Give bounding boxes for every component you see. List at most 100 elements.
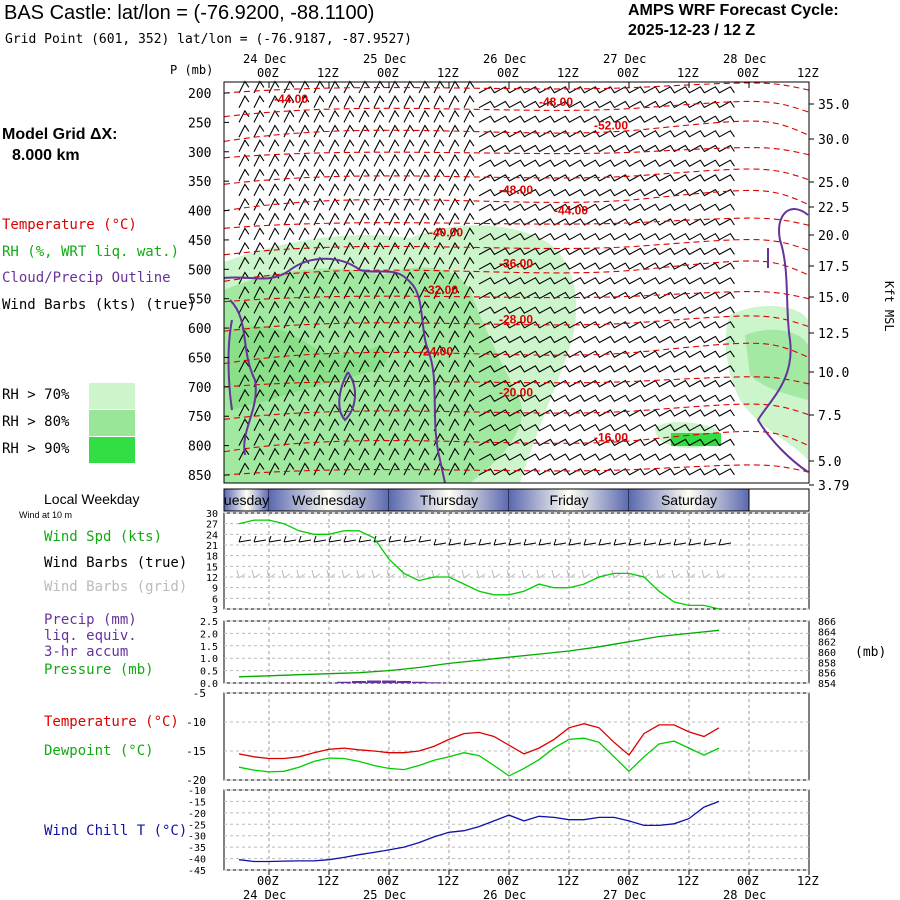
wind-barb (448, 418, 460, 432)
wind-barb (238, 256, 250, 270)
wind-barb (388, 432, 400, 446)
pressure-tick-label: 862 (818, 638, 836, 649)
wind-barb (373, 197, 385, 211)
wind-barb (238, 241, 250, 255)
rh-80-area (224, 267, 522, 483)
wind-barb (313, 447, 325, 461)
wind-barb (583, 291, 600, 300)
wind-barb (253, 109, 265, 123)
wind-barb (493, 203, 510, 212)
wind-barb (538, 203, 555, 212)
pressure-tick-label: 750 (188, 410, 211, 425)
wind-barb (703, 350, 720, 358)
weekday-label: uesday (224, 492, 269, 508)
pressure-tick-label: 700 (188, 381, 211, 396)
wind-barb (253, 80, 265, 94)
wind-barb-true (463, 538, 477, 546)
wind-barb (613, 365, 630, 373)
wind-barb (268, 418, 280, 432)
wind-barb (538, 468, 555, 476)
wind-barb (613, 247, 630, 256)
bottom-hour-label: 00Z (737, 874, 759, 888)
wind-barb (703, 100, 720, 109)
wind-barb (703, 321, 720, 329)
wind-barb (283, 344, 295, 358)
wind-barb (643, 350, 660, 358)
wind-barb (553, 188, 570, 197)
wind-barb (673, 232, 690, 241)
wind-barb (433, 168, 445, 182)
wind-barb (553, 335, 570, 344)
wind-barb (403, 139, 415, 153)
wind-barb (508, 262, 525, 270)
wind-barb (538, 291, 555, 300)
wind-barb (508, 247, 525, 256)
wind-barb (703, 159, 720, 167)
wind-barb (553, 468, 570, 476)
wind-barb (673, 277, 690, 285)
wind-barb (418, 432, 430, 446)
wind-tick-label: 30 (206, 509, 218, 520)
wind-barb (598, 321, 615, 329)
wind-barb (268, 124, 280, 138)
wind-barb (298, 315, 310, 329)
top-date-label: 25 Dec (363, 52, 406, 66)
wind-barb (658, 203, 675, 212)
wind-barb (448, 330, 460, 344)
wind-barb (598, 100, 615, 109)
wind-barb (568, 306, 585, 314)
pressure-tick-label: 250 (188, 116, 211, 131)
wind-barb (448, 212, 460, 226)
wind-barb (568, 218, 585, 226)
precip-tick-label: 2.0 (200, 629, 218, 640)
temperature-tick-label: -5 (193, 687, 206, 700)
wind-barb (283, 315, 295, 329)
wind-barb (583, 409, 600, 417)
temperature-contour-label: -52.00 (594, 118, 628, 132)
wind-barb (298, 241, 310, 255)
weekday-frame (223, 488, 810, 512)
bottom-date-label: 28 Dec (723, 888, 766, 900)
wind-barb (283, 286, 295, 299)
wind-barb (568, 247, 585, 256)
wind-barb (403, 183, 415, 197)
pressure-tick-label: 854 (818, 679, 836, 690)
temperature-contour (223, 238, 810, 256)
wind-barb (598, 130, 615, 138)
wind-barb (343, 330, 355, 344)
wind-barb (688, 379, 705, 388)
windchill-tick-label: -25 (188, 820, 206, 831)
wind-barb (628, 115, 645, 123)
wind-barb (613, 306, 630, 314)
precip-bar (412, 681, 426, 683)
wind-barb (568, 365, 585, 373)
wind-barb (598, 262, 615, 270)
wind-barb (568, 423, 585, 432)
wind-barb (478, 379, 495, 388)
wind-barb (418, 109, 430, 123)
wind-barb (283, 139, 295, 153)
wind-barb (403, 359, 415, 373)
wind-barb (523, 365, 540, 373)
wind-barb (313, 374, 325, 388)
wind-barb-true (433, 538, 447, 546)
wind-barb (613, 203, 630, 212)
wind-barb (628, 247, 645, 256)
wind-barb (628, 350, 645, 358)
wind-barb (658, 365, 675, 373)
wind-barb (493, 100, 510, 109)
wind-barbs-group (238, 80, 735, 476)
wind-barb (538, 306, 555, 314)
wind-barb (418, 153, 430, 167)
weekday-cell (509, 489, 629, 511)
wind-barb (298, 168, 310, 182)
wind-barb-grid (551, 569, 561, 579)
wind-barb (568, 409, 585, 417)
wind-barb (283, 403, 295, 417)
wind-barb (718, 159, 735, 167)
wind-barb (703, 115, 720, 123)
wind-barb (673, 365, 690, 373)
wind-barb (688, 394, 705, 403)
wind-barb (358, 359, 370, 373)
wind-barb (463, 153, 475, 167)
